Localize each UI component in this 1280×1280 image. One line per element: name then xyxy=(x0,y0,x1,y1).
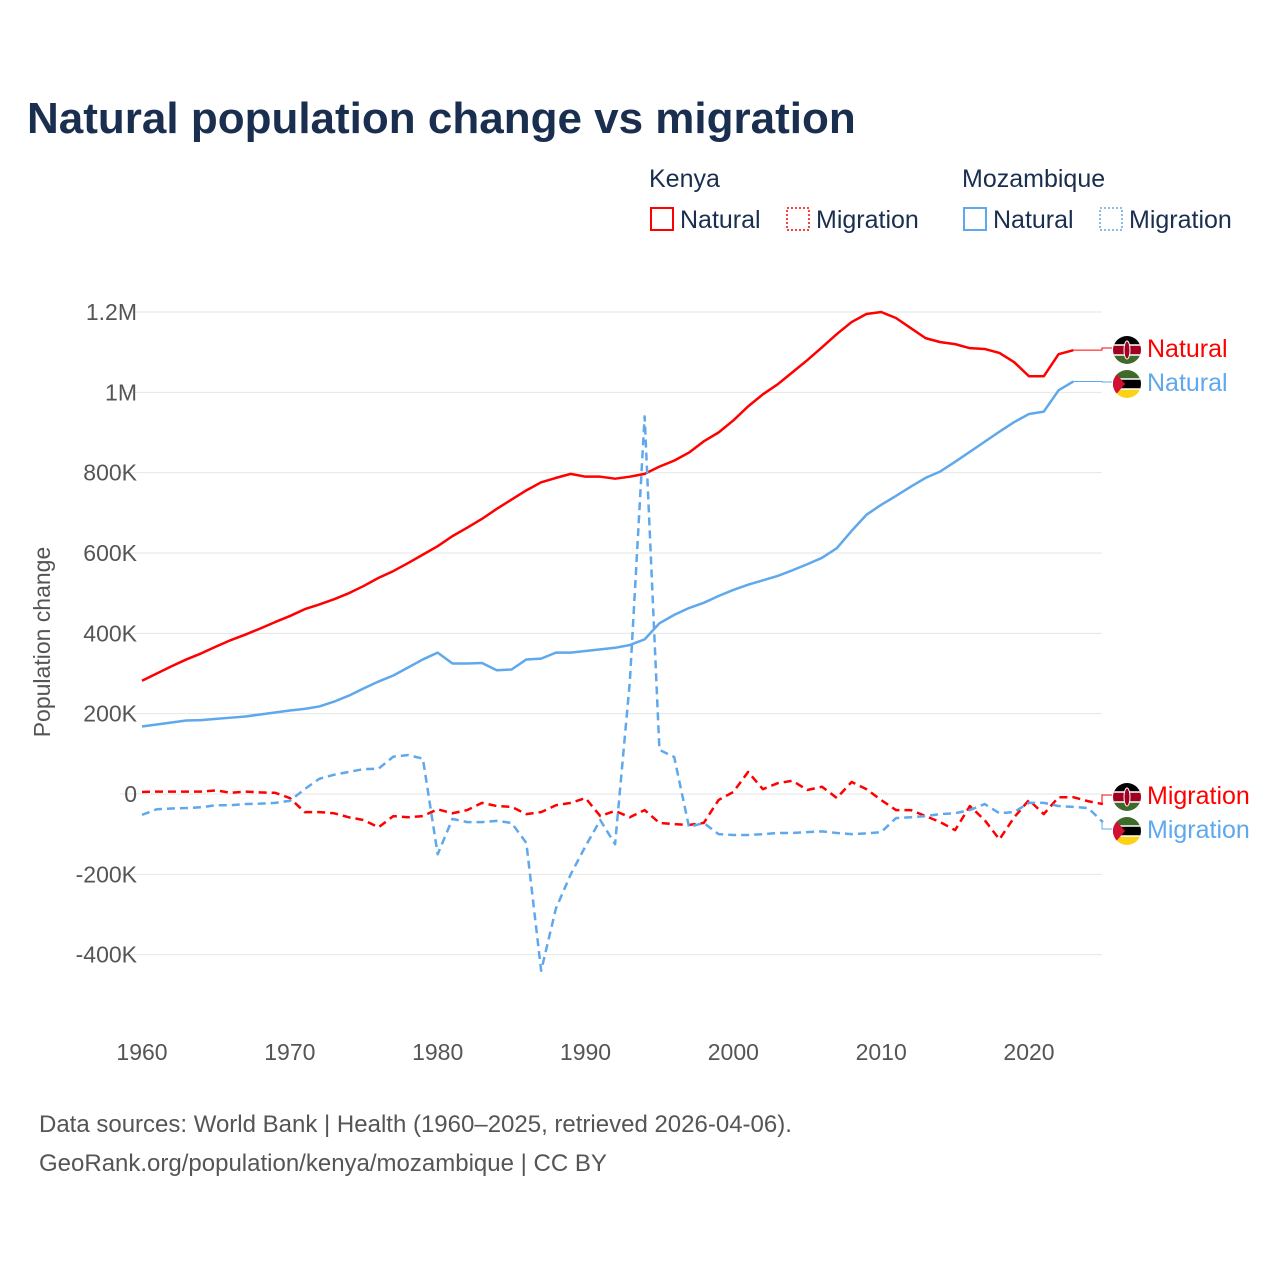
x-tick-label: 1970 xyxy=(264,1039,315,1065)
y-tick-label: 200K xyxy=(83,701,137,727)
series-lines xyxy=(141,310,1104,972)
flag-shield xyxy=(1123,340,1131,360)
y-tick-label: -400K xyxy=(76,942,138,968)
x-tick-label: 1980 xyxy=(412,1039,463,1065)
legend-kenya-natural[interactable]: Natural xyxy=(680,206,761,234)
x-tick-label: 2010 xyxy=(856,1039,907,1065)
y-axis-ticks: 1.2M 1M 800K 600K 400K 200K 0 -200K -400K xyxy=(76,299,138,968)
y-tick-label: 400K xyxy=(83,620,137,646)
legend: Kenya Natural Migration Mozambique Natur… xyxy=(649,165,1232,234)
flag-stripes xyxy=(1113,817,1141,845)
flag-stripes xyxy=(1113,336,1141,364)
label-connector xyxy=(1073,347,1112,351)
flag-stripes xyxy=(1113,370,1141,398)
footer-sources: Data sources: World Bank | Health (1960–… xyxy=(39,1111,792,1138)
y-tick-label: 1M xyxy=(105,379,137,405)
series-line-mozambique-migration xyxy=(141,415,1104,972)
label-connector xyxy=(1101,821,1112,830)
legend-mozambique-natural[interactable]: Natural xyxy=(993,206,1074,234)
flag-stripe xyxy=(1113,826,1141,836)
legend-swatch-kenya-migration xyxy=(786,207,810,231)
kenya-flag-icon xyxy=(1113,336,1141,364)
legend-swatch-mozambique-migration xyxy=(1099,207,1123,231)
x-tick-label: 2000 xyxy=(708,1039,759,1065)
legend-group-mozambique: Mozambique xyxy=(962,165,1105,193)
series-line-mozambique-natural xyxy=(141,380,1074,728)
flag-stripes xyxy=(1113,783,1141,811)
series-line-kenya-migration xyxy=(141,770,1104,841)
flag-stripe xyxy=(1113,389,1141,398)
label-connector xyxy=(1101,794,1112,805)
legend-mozambique-migration[interactable]: Migration xyxy=(1129,206,1232,234)
chart-title: Natural population change vs migration xyxy=(27,94,856,143)
mozambique-flag-icon xyxy=(1113,817,1141,845)
flag-triangle xyxy=(1113,370,1125,398)
kenya-flag-icon xyxy=(1113,783,1141,811)
series-line-kenya-natural xyxy=(141,310,1074,682)
flag-stripe xyxy=(1113,379,1141,389)
flag-stripe xyxy=(1113,370,1141,379)
y-tick-label: 600K xyxy=(83,540,137,566)
x-axis-ticks: 1960 1970 1980 1990 2000 2010 2020 xyxy=(116,1039,1054,1065)
label-connector xyxy=(1073,380,1112,383)
y-tick-label: -200K xyxy=(76,861,138,887)
legend-kenya-migration[interactable]: Migration xyxy=(816,206,919,234)
y-tick-label: 800K xyxy=(83,460,137,486)
series-end-label: Natural xyxy=(1147,335,1228,363)
x-tick-label: 2020 xyxy=(1003,1039,1054,1065)
flag-stripe xyxy=(1113,836,1141,845)
flag-shield xyxy=(1123,787,1131,807)
y-tick-label: 1.2M xyxy=(86,299,137,325)
x-tick-label: 1960 xyxy=(116,1039,167,1065)
x-tick-label: 1990 xyxy=(560,1039,611,1065)
footer-credit[interactable]: GeoRank.org/population/kenya/mozambique … xyxy=(39,1150,607,1177)
y-tick-label: 0 xyxy=(124,781,137,807)
flag-triangle xyxy=(1113,817,1125,845)
series-end-label: Migration xyxy=(1147,816,1250,844)
legend-swatch-kenya-natural xyxy=(650,207,674,231)
mozambique-flag-icon xyxy=(1113,370,1141,398)
series-end-labels: Natural Natural Migration Migration xyxy=(1073,335,1250,845)
series-end-label: Natural xyxy=(1147,369,1228,397)
series-end-label: Migration xyxy=(1147,782,1250,810)
flag-stripe xyxy=(1113,817,1141,826)
gridlines xyxy=(120,311,1102,956)
y-axis-label: Population change xyxy=(29,547,55,738)
legend-swatch-mozambique-natural xyxy=(963,207,987,231)
legend-group-kenya: Kenya xyxy=(649,165,720,193)
